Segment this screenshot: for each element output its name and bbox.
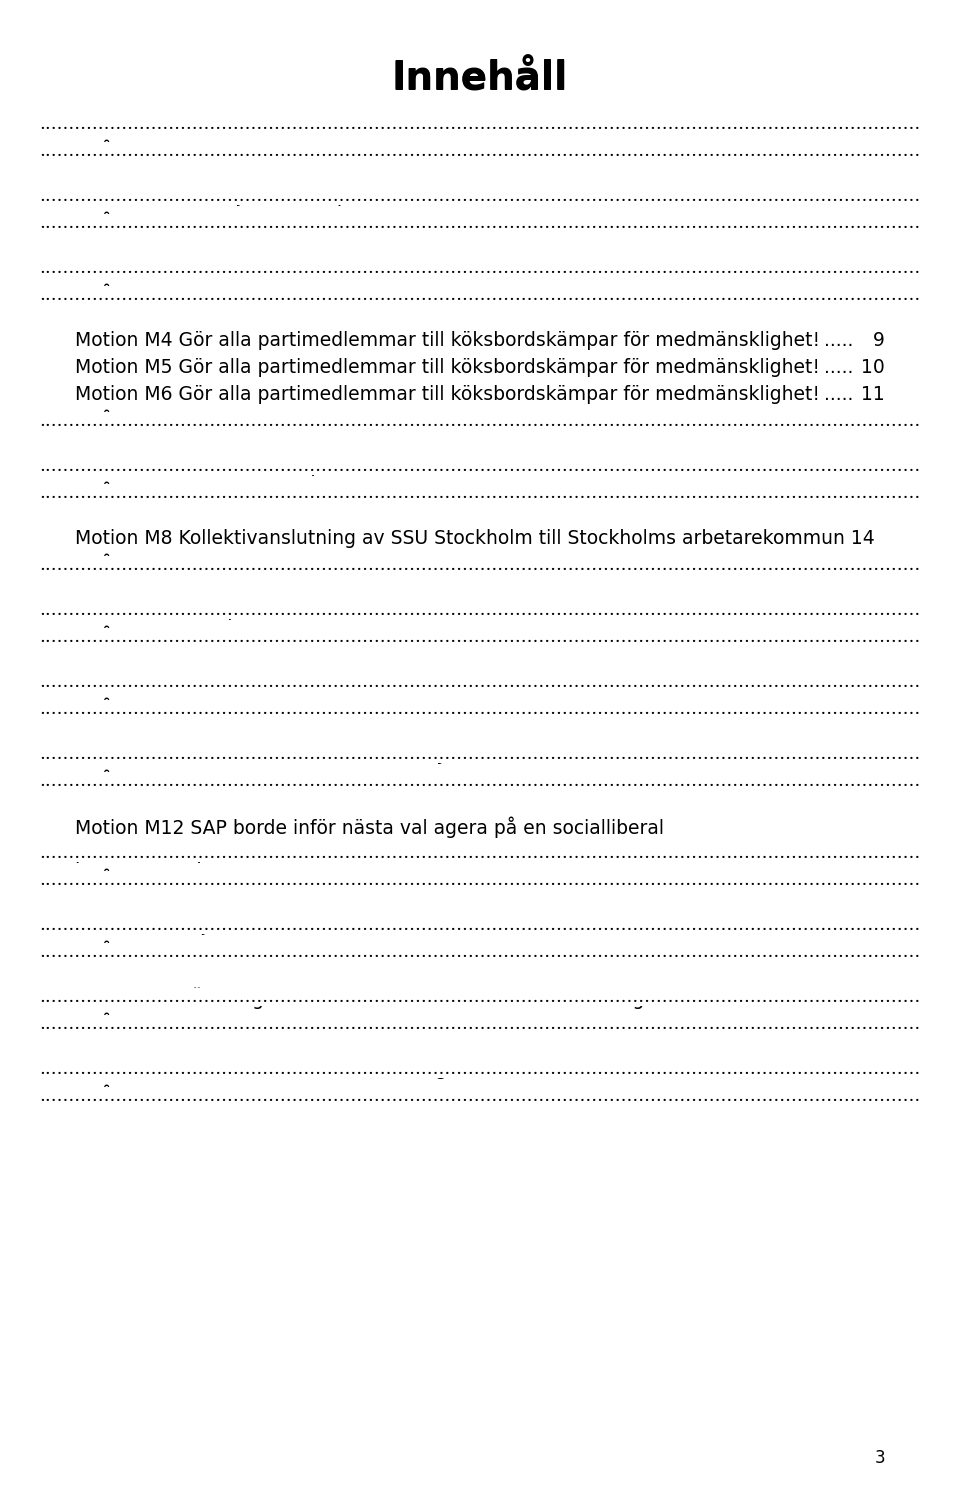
Text: Motion M13 Självkörande fordon: Motion M13 Självkörande fordon	[75, 916, 378, 935]
Text: ................................................................................: ........................................…	[39, 1014, 921, 1032]
Text: plattform ihop med FP och C: plattform ihop med FP och C	[75, 844, 343, 864]
Text: 14: 14	[861, 484, 885, 503]
Text: 16: 16	[861, 627, 885, 647]
Text: Motion M9 Lokalproducerade varor samt fairtrade: Motion M9 Lokalproducerade varor samt fa…	[75, 601, 541, 620]
Text: ................................................................................: ........................................…	[39, 187, 921, 205]
Text: Utlåtande M1: Utlåtande M1	[75, 142, 201, 161]
Text: 15: 15	[861, 601, 885, 620]
Text: ................................................................................: ........................................…	[39, 672, 921, 692]
Text: Utlåtande M7: Utlåtande M7	[75, 484, 201, 503]
Text: 21: 21	[861, 943, 885, 962]
Text: 10: 10	[861, 359, 885, 376]
Text: Motion M8 Kollektivanslutning av SSU Stockholm till Stockholms arbetarekommun 14: Motion M8 Kollektivanslutning av SSU Sto…	[75, 529, 875, 548]
Text: ................................................................................: ........................................…	[39, 746, 921, 763]
Text: ................................................................................: ........................................…	[39, 601, 921, 619]
Text: 13: 13	[861, 412, 885, 430]
Text: ................................................................................: ........................................…	[39, 627, 921, 645]
Text: 22: 22	[861, 1061, 885, 1079]
Text: ................................................................................: ........................................…	[39, 1061, 921, 1079]
Text: 7: 7	[874, 214, 885, 233]
Text: Utlåtande M14: Utlåtande M14	[75, 1014, 213, 1034]
Text: 7: 7	[874, 187, 885, 206]
Text: 18: 18	[861, 772, 885, 790]
Text: Utlåtande M9: Utlåtande M9	[75, 627, 201, 647]
Text: ................................................................................: ........................................…	[39, 285, 921, 303]
Text: ................................................................................: ........................................…	[39, 1088, 921, 1106]
Text: 11: 11	[861, 385, 885, 403]
Text: ................................................................................: ........................................…	[39, 484, 921, 502]
Text: Utlåtande M15: Utlåtande M15	[75, 1088, 213, 1106]
Text: ................................................................................: ........................................…	[39, 844, 921, 862]
Text: ................................................................................: ........................................…	[39, 871, 921, 889]
Text: 8: 8	[874, 285, 885, 305]
Text: 22: 22	[861, 1014, 885, 1034]
Text: ................................................................................: ........................................…	[39, 556, 921, 574]
Text: Motion M10 Om motioner: Motion M10 Om motioner	[75, 672, 314, 692]
Text: Motion M1 Den revolutionära socialdemokratin: Motion M1 Den revolutionära socialdemokr…	[75, 115, 515, 134]
Text: Utlåtande M3: Utlåtande M3	[75, 285, 201, 305]
Text: 19: 19	[861, 871, 885, 890]
Text: Motion M3 Försvar och säkerhet: Motion M3 Försvar och säkerhet	[75, 258, 375, 278]
Text: Motion M4 Gör alla partimedlemmar till köksbordskämpar för medmänsklighet!: Motion M4 Gör alla partimedlemmar till k…	[75, 332, 820, 350]
Text: Motion M14 Ändring av Stockholms arbetarekommuns stadgar: Motion M14 Ändring av Stockholms arbetar…	[75, 988, 663, 1010]
Text: 18: 18	[861, 844, 885, 864]
Text: Innehåll: Innehåll	[392, 60, 568, 99]
Text: 17: 17	[861, 701, 885, 719]
Text: .....: .....	[824, 385, 853, 403]
Text: 24: 24	[861, 1088, 885, 1106]
Text: ................................................................................: ........................................…	[39, 142, 921, 160]
Text: ................................................................................: ........................................…	[39, 916, 921, 934]
Text: Motion M5 Gör alla partimedlemmar till köksbordskämpar för medmänsklighet!: Motion M5 Gör alla partimedlemmar till k…	[75, 359, 820, 376]
Text: 5: 5	[874, 142, 885, 161]
Text: Motion M2 Du säljer, han köper: Motion M2 Du säljer, han köper	[75, 187, 368, 206]
Text: 8: 8	[874, 258, 885, 278]
Text: ................................................................................: ........................................…	[39, 115, 921, 133]
Text: 16: 16	[861, 672, 885, 692]
Text: Motion M11 Reservation mot nationalsymboler: Motion M11 Reservation mot nationalsymbo…	[75, 746, 514, 763]
Text: Utlåtande M10: Utlåtande M10	[75, 701, 213, 719]
Text: Utlåtande M4, M5 och M6: Utlåtande M4, M5 och M6	[75, 412, 315, 432]
Text: Motion M6 Gör alla partimedlemmar till köksbordskämpar för medmänsklighet!: Motion M6 Gör alla partimedlemmar till k…	[75, 385, 820, 403]
Text: Innehåll: Innehåll	[392, 60, 568, 99]
Text: 15: 15	[861, 556, 885, 575]
Text: Motion M12 SAP borde inför nästa val agera på en socialliberal: Motion M12 SAP borde inför nästa val age…	[75, 817, 664, 838]
Text: ................................................................................: ........................................…	[39, 412, 921, 430]
Text: ................................................................................: ........................................…	[39, 214, 921, 232]
Text: Utlåtande M2: Utlåtande M2	[75, 214, 201, 233]
Text: Motion M15 Bättre hälsodata i underlaget för Framtidsstaden: Motion M15 Bättre hälsodata i underlaget…	[75, 1061, 649, 1079]
Text: 13: 13	[861, 457, 885, 477]
Text: ................................................................................: ........................................…	[39, 457, 921, 475]
Text: .....: .....	[824, 359, 853, 376]
Text: 5: 5	[874, 115, 885, 134]
Text: ................................................................................: ........................................…	[39, 772, 921, 790]
Text: ................................................................................: ........................................…	[39, 258, 921, 276]
Text: ................................................................................: ........................................…	[39, 943, 921, 961]
Text: Utlåtande M8: Utlåtande M8	[75, 556, 201, 575]
Text: 3: 3	[875, 1449, 885, 1467]
Text: ................................................................................: ........................................…	[39, 701, 921, 719]
Text: 9: 9	[874, 332, 885, 350]
Text: Utlåtande M13: Utlåtande M13	[75, 943, 213, 962]
Text: Utlåtande M11: Utlåtande M11	[75, 772, 213, 790]
Text: 21: 21	[861, 988, 885, 1007]
Text: ................................................................................: ........................................…	[39, 988, 921, 1005]
Text: 19: 19	[861, 916, 885, 935]
Text: Utlåtande M12: Utlåtande M12	[75, 871, 213, 890]
Text: 17: 17	[861, 746, 885, 763]
Text: Motion M7 Införandet av partiskatt: Motion M7 Införandet av partiskatt	[75, 457, 401, 477]
Text: .....: .....	[824, 332, 853, 350]
